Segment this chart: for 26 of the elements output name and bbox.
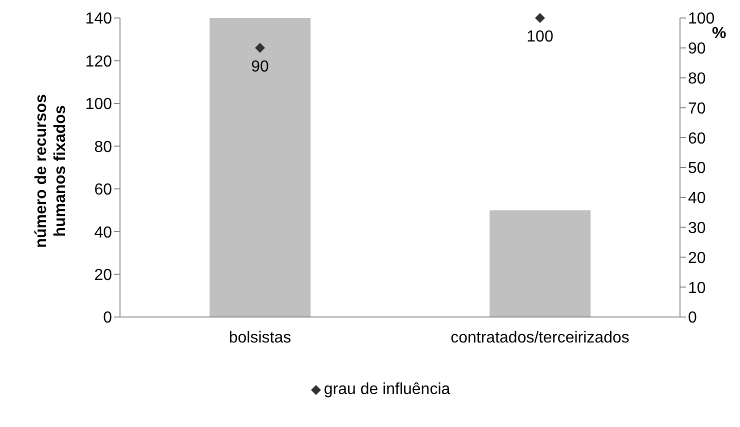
y-tick-label: 140: [85, 10, 112, 28]
y-tick-label: 100: [85, 96, 112, 114]
y2-tick-label: 10: [688, 280, 706, 297]
x-tick-label: contratados/terceirizados: [450, 329, 630, 346]
y-tick-label: 40: [94, 224, 112, 242]
y2-tick-label: 80: [688, 70, 706, 88]
y-tick-label: 0: [103, 310, 112, 327]
y2-tick-label: 70: [688, 100, 706, 118]
y-axis-title: número de recursos humanos fixados: [33, 94, 69, 248]
y2-tick-label: 100: [688, 10, 715, 28]
y2-tick-label: 0: [688, 310, 697, 327]
y2-tick-label: 90: [688, 40, 706, 58]
y2-tick-label: 60: [688, 130, 706, 148]
x-tick-label: bolsistas: [228, 329, 292, 346]
y2-axis-title: %: [712, 25, 726, 42]
y2-tick-label: 40: [688, 190, 706, 208]
y-tick-label: 120: [85, 53, 112, 70]
legend-label: grau de influência: [322, 381, 450, 399]
y2-tick-label: 30: [688, 220, 706, 237]
y2-tick-label: 50: [688, 160, 706, 178]
data-label: 90: [251, 58, 269, 76]
y-tick-label: 20: [94, 266, 112, 284]
y-tick-label: 60: [94, 182, 112, 199]
y2-tick-label: 20: [688, 250, 706, 267]
data-label: 100: [526, 28, 554, 46]
y-tick-label: 80: [94, 138, 112, 156]
